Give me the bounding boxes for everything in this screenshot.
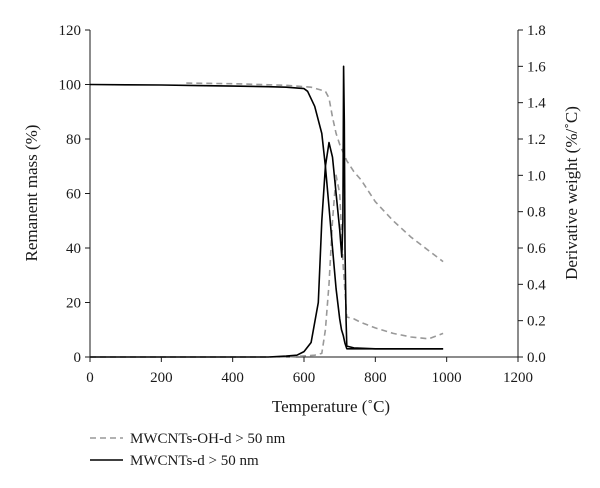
series-line-3 — [90, 65, 444, 358]
y-left-tick-label: 60 — [66, 187, 81, 203]
x-axis-title: Temperature (˚C) — [272, 397, 390, 416]
y-left-tick-label: 20 — [66, 296, 81, 312]
legend: MWCNTs-OH-d > 50 nm MWCNTs-d > 50 nm — [90, 431, 286, 469]
series-line-0 — [186, 82, 444, 263]
y-right-tick-label: 0.4 — [527, 277, 546, 293]
series-line-1 — [90, 174, 444, 358]
y-right-tick-label: 0.6 — [527, 241, 546, 257]
y-left-tick-label: 0 — [74, 350, 82, 366]
y-right-tick-label: 1.0 — [527, 168, 546, 184]
y-right-tick-label: 1.8 — [527, 23, 546, 39]
x-tick-label: 1200 — [503, 370, 533, 386]
y-right-tick-label: 1.4 — [527, 96, 546, 112]
y-right-tick-label: 1.6 — [527, 59, 546, 75]
y-left-tick-label: 120 — [59, 23, 82, 39]
chart-tick-labels: 0 200 400 600 800 1000 1200 0 20 40 60 80 100 120 0.0 0… — [59, 23, 547, 386]
x-tick-label: 600 — [293, 370, 316, 386]
y-left-tick-label: 40 — [66, 241, 81, 257]
chart-axes — [85, 29, 523, 362]
x-tick-label: 1000 — [432, 370, 462, 386]
x-tick-label: 400 — [221, 370, 244, 386]
x-tick-label: 800 — [364, 370, 387, 386]
y-left-tick-label: 100 — [59, 78, 82, 94]
chart-plot-area — [89, 65, 444, 358]
y-axis-right-title: Derivative weight (%/˚C) — [562, 106, 581, 280]
y-axis-left-title: Remanent mass (%) — [22, 125, 41, 262]
legend-label-mwcnts: MWCNTs-d > 50 nm — [130, 453, 259, 469]
y-right-tick-label: 1.2 — [527, 132, 546, 148]
series-line-2 — [89, 83, 444, 350]
y-left-tick-label: 80 — [66, 132, 81, 148]
y-right-tick-label: 0.2 — [527, 314, 546, 330]
x-tick-label: 200 — [150, 370, 173, 386]
x-tick-label: 0 — [86, 370, 94, 386]
y-right-tick-label: 0.0 — [527, 350, 546, 366]
y-right-tick-label: 0.8 — [527, 205, 546, 221]
legend-label-mwcnts-oh: MWCNTs-OH-d > 50 nm — [130, 431, 286, 447]
